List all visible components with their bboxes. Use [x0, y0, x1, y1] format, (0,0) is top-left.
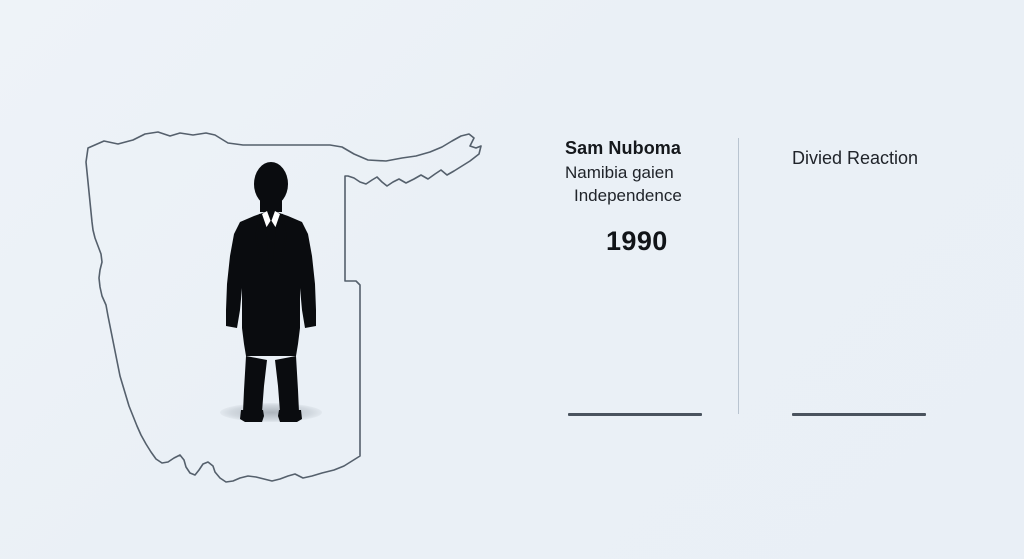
chart-left-year-label: 1990	[606, 226, 668, 256]
chart-left-subtitle-line2: Independence	[574, 186, 682, 205]
charts-panel: Sam Nuboma Namibia gaien Independence 19…	[540, 0, 1024, 559]
chart-right-axis	[792, 413, 926, 416]
chart-left-axis	[568, 413, 702, 416]
panel-divider	[738, 138, 739, 414]
chart-right-title: Divied Reaction	[792, 148, 919, 168]
chart-left-subtitle-line1: Namibia gaien	[565, 163, 674, 182]
businessman-figure	[196, 160, 346, 430]
namibia-map-outline	[85, 131, 482, 483]
chart-left-title: Sam Nuboma	[565, 138, 682, 158]
map-panel	[85, 131, 482, 483]
businessman-silhouette-icon	[226, 162, 316, 422]
